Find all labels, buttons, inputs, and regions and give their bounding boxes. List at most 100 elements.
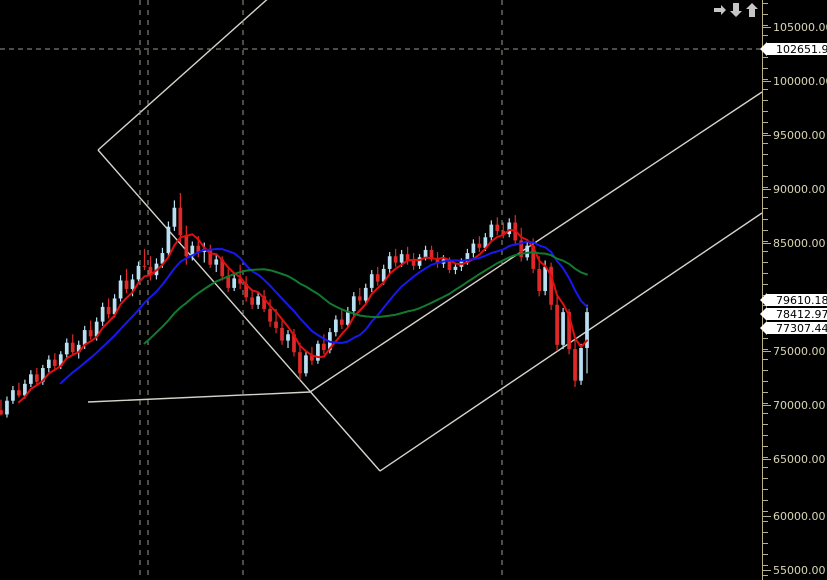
price-minor-tick — [763, 219, 768, 220]
candlestick — [369, 269, 374, 293]
price-minor-tick — [763, 543, 768, 544]
price-major-tick — [763, 27, 771, 28]
price-minor-tick — [763, 78, 768, 80]
candlestick — [375, 266, 380, 286]
candlestick — [106, 298, 111, 319]
candlestick — [298, 342, 302, 380]
candlestick — [226, 268, 231, 293]
price-tick-label: 105000.00 — [773, 21, 827, 34]
candlestick — [477, 236, 482, 253]
candlestick — [118, 275, 123, 302]
arrow-up-icon[interactable] — [745, 2, 759, 18]
candlestick — [573, 340, 577, 388]
price-minor-tick — [763, 175, 768, 177]
candlestick — [351, 292, 356, 316]
price-minor-tick — [763, 67, 768, 69]
price-minor-tick — [763, 208, 768, 210]
price-scale-ticks — [763, 0, 771, 580]
drawn-trendlines[interactable] — [87, 0, 762, 472]
price-minor-tick — [763, 132, 768, 134]
candlestick — [88, 320, 93, 340]
candlestick-series — [0, 192, 589, 418]
candlestick — [387, 252, 392, 274]
candlestick — [172, 200, 177, 231]
candlestick — [417, 254, 422, 269]
candlestick — [495, 217, 500, 236]
candlestick — [0, 399, 3, 416]
arrow-down-icon[interactable] — [729, 2, 743, 18]
price-major-tick — [763, 189, 771, 190]
price-minor-tick — [763, 489, 768, 490]
price-tick-label: 70000.00 — [773, 399, 826, 412]
indicator-price-flag-2[interactable]: 78412.97 — [760, 307, 827, 321]
candlestick — [17, 382, 21, 398]
price-tick-label: 85000.00 — [773, 237, 826, 250]
pitchfork-channel-lower[interactable] — [379, 212, 762, 472]
candlestick — [148, 256, 153, 281]
moving-average-line — [17, 228, 588, 404]
candlestick — [549, 262, 553, 311]
price-tick-label: 100000.00 — [773, 75, 827, 88]
candlestick — [363, 283, 368, 304]
moving-average-lines — [17, 228, 588, 404]
candlestick — [29, 370, 33, 388]
crosshair-price-flag[interactable]: 102651.90 — [760, 42, 827, 56]
candlestick — [190, 241, 195, 261]
price-minor-tick — [763, 359, 768, 361]
last-price-flag[interactable]: 77307.44 — [760, 321, 827, 335]
price-scale[interactable]: 105000.00 100000.00 95000.00 90000.00 85000.… — [760, 0, 827, 580]
candlestick — [507, 218, 512, 238]
price-minor-tick — [763, 445, 768, 447]
price-minor-tick — [763, 262, 768, 264]
candlestick — [585, 304, 589, 374]
price-minor-tick — [763, 456, 768, 458]
candlestick — [489, 220, 494, 242]
candlestick — [316, 340, 320, 364]
candlestick — [142, 248, 147, 270]
chart-plot-area[interactable] — [0, 0, 762, 580]
price-minor-tick — [763, 348, 768, 350]
price-tick-label: 95000.00 — [773, 129, 826, 142]
price-minor-tick — [763, 499, 768, 501]
candlestick — [304, 352, 308, 377]
price-major-tick — [763, 351, 771, 352]
price-minor-tick — [763, 553, 768, 555]
price-minor-tick — [763, 89, 768, 91]
price-minor-tick — [763, 24, 768, 26]
price-minor-tick — [763, 13, 768, 15]
candlestick — [345, 306, 350, 328]
candlestick — [525, 241, 530, 261]
price-minor-tick — [763, 337, 768, 339]
descending-trendline[interactable] — [97, 149, 381, 472]
arrow-right-icon[interactable] — [713, 2, 727, 18]
price-minor-tick — [763, 424, 768, 426]
price-major-tick — [763, 405, 771, 406]
candlestick — [52, 353, 57, 370]
candlestick — [70, 334, 75, 356]
price-minor-tick — [763, 240, 768, 242]
price-minor-tick — [763, 111, 768, 112]
candlestick — [250, 288, 254, 309]
price-minor-tick — [763, 165, 768, 166]
indicator-price-flag-1[interactable]: 79610.18 — [760, 293, 827, 307]
price-minor-tick — [763, 435, 768, 436]
candlestick — [579, 343, 583, 385]
candlestick — [64, 338, 69, 358]
pitchfork-channel-upper[interactable] — [97, 0, 345, 151]
candlestick — [411, 253, 416, 270]
price-minor-tick — [763, 35, 768, 37]
price-minor-tick — [763, 229, 768, 231]
chart-shift-toolbar[interactable] — [713, 2, 759, 20]
candlestick — [34, 368, 39, 386]
price-minor-tick — [763, 402, 768, 404]
candlestick — [537, 256, 542, 297]
price-minor-tick — [763, 564, 768, 566]
candlestick — [5, 396, 9, 418]
price-minor-tick — [763, 283, 768, 285]
candlestick — [76, 340, 81, 359]
candlestick — [393, 248, 398, 267]
price-minor-tick — [763, 478, 768, 480]
price-minor-tick — [763, 413, 768, 415]
crosshair-lines — [0, 0, 762, 580]
